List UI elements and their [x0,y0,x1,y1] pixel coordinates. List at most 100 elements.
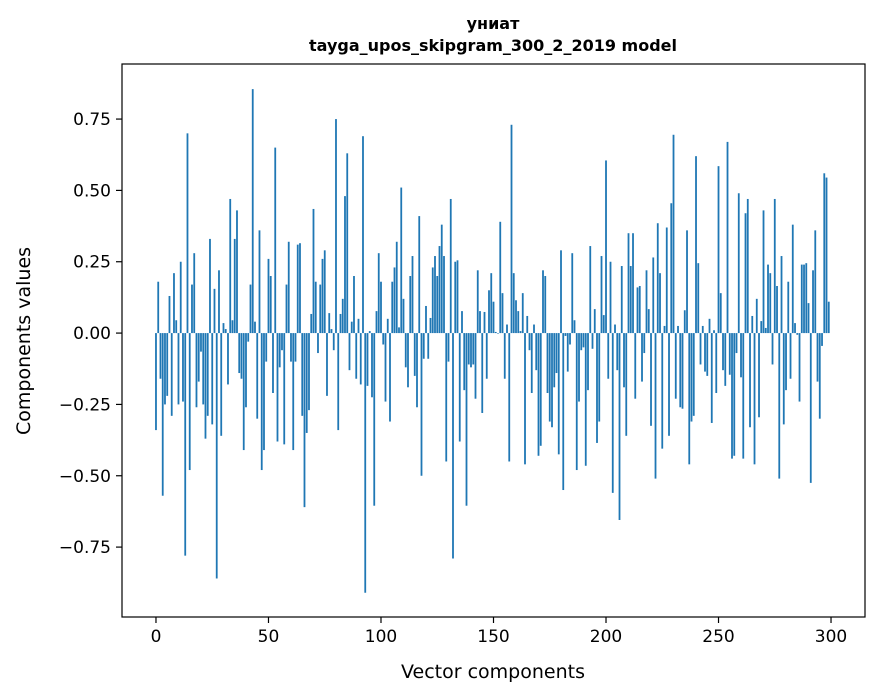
bar [404,333,407,368]
bar [362,136,364,334]
bar [805,263,808,334]
bar [771,333,774,365]
bar [452,333,454,559]
bar [749,333,751,428]
bar [627,233,630,334]
bar [418,216,421,334]
bar [296,244,299,334]
bar [816,333,819,382]
bar [233,238,236,334]
bar [823,173,826,334]
bar [269,276,272,334]
bar [218,270,220,334]
bar [512,273,515,334]
bar [276,333,279,442]
bar [170,333,173,416]
bar [274,147,277,334]
bar [602,315,605,334]
bar [688,333,691,465]
bar [728,333,731,375]
bar [317,333,319,354]
bar [778,333,781,479]
bar [283,333,286,445]
bar [764,327,767,334]
bar [308,333,310,411]
bar [366,333,369,386]
bar [398,327,400,334]
bar [335,119,337,334]
chart-subtitle: tayga_upos_skipgram_300_2_2019 model [309,36,677,55]
bar [760,321,763,334]
bar [429,317,432,334]
bar [339,313,342,334]
bar [762,210,765,334]
y-tick-label: 0.25 [73,253,111,273]
bar [578,333,580,402]
bar [632,233,634,334]
bar [168,295,171,334]
bar [695,156,697,334]
bar [782,333,785,425]
bar [328,313,331,334]
bar [600,256,603,334]
bar [175,320,178,334]
bar [690,333,693,422]
bar [535,333,538,371]
bar [724,333,727,386]
bar [285,284,288,334]
bar [818,333,821,419]
bar [701,325,704,334]
bar [465,333,468,506]
bar [506,324,508,334]
bar [413,333,416,376]
bar [364,333,367,593]
bar [501,293,504,334]
y-tick-label: 0.00 [73,324,111,344]
bar [544,276,547,334]
bar [249,284,252,334]
bar [287,241,290,334]
bar [357,318,360,334]
bar [344,196,346,334]
bar [785,333,787,391]
bar [591,333,594,349]
bar [656,223,659,334]
bar [195,333,198,408]
bar [827,301,830,334]
bar [402,298,405,334]
bar [215,333,218,579]
bar [564,333,567,336]
bar [350,321,353,334]
bar [211,333,214,425]
bar [647,309,650,334]
bar [420,333,423,476]
bar [346,153,349,334]
bar [566,333,569,372]
bar [686,230,688,334]
bar [530,333,533,394]
bar [726,141,729,334]
bar [758,333,760,418]
bar [607,333,610,379]
bar [193,253,196,334]
bar [438,246,441,334]
bar [638,285,641,334]
bar [386,318,389,334]
bar [267,258,270,334]
bar [677,325,679,334]
bar [620,266,623,334]
bar [389,333,391,422]
bar [654,333,657,479]
plot-frame [121,63,866,618]
bar [312,208,315,334]
bar [440,224,443,334]
bar [407,333,409,388]
bar [299,243,301,334]
bar [380,281,382,334]
bar [643,333,646,354]
bar [791,224,794,334]
bar [773,198,776,334]
bar [179,261,182,334]
bar [551,333,553,428]
bar [301,333,304,416]
